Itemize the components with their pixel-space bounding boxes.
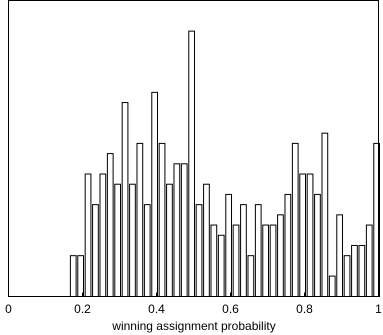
histogram-bar: [166, 183, 173, 297]
histogram-bar: [247, 255, 255, 297]
histogram-bar: [314, 193, 321, 297]
histogram-bar: [306, 173, 314, 297]
histogram-bar: [143, 204, 151, 297]
histogram-bar: [69, 255, 77, 297]
histogram-bar: [158, 142, 166, 297]
histogram-bar: [225, 193, 233, 297]
histogram-bar: [351, 244, 358, 297]
x-tick-label: 0.6: [222, 302, 239, 316]
histogram-bar: [173, 163, 181, 297]
histogram-bar: [121, 102, 129, 297]
histogram-bar: [321, 132, 329, 297]
histogram-bar: [92, 204, 99, 297]
histogram-bar: [195, 204, 203, 297]
histogram-bars: [69, 30, 381, 298]
histogram-bar: [77, 255, 85, 297]
x-axis-ticks: 0 0.2 0.4 0.6 0.8 1: [5, 292, 382, 316]
histogram-bar: [99, 173, 107, 297]
histogram-bar: [129, 183, 136, 297]
histogram-bar: [358, 244, 366, 297]
x-axis-label: winning assignment probability: [111, 319, 275, 333]
plot-frame: [8, 0, 379, 297]
histogram-bar: [232, 224, 240, 297]
histogram-bar: [106, 153, 114, 297]
histogram-bar: [365, 224, 373, 297]
histogram-bar: [188, 30, 196, 297]
histogram-bar: [336, 214, 344, 298]
histogram-bar: [203, 183, 210, 297]
histogram-bar: [254, 204, 262, 297]
x-tick-label: 0.8: [296, 302, 313, 316]
histogram-bar: [151, 91, 159, 297]
histogram-bar: [269, 224, 277, 297]
histogram-bar: [277, 214, 284, 298]
histogram-bar: [328, 275, 336, 298]
histogram-bar: [210, 224, 218, 297]
histogram-bar: [284, 193, 292, 297]
x-tick-label: 1: [375, 302, 382, 316]
histogram-bar: [262, 224, 270, 297]
histogram-bar: [217, 234, 225, 297]
histogram-bar: [84, 173, 92, 297]
histogram-bar: [240, 204, 247, 297]
histogram-bar: [291, 142, 299, 297]
histogram-bar: [299, 173, 307, 297]
x-tick-label: 0.4: [148, 302, 165, 316]
histogram-bar: [114, 183, 122, 297]
histogram-bar: [343, 255, 351, 297]
histogram-bar: [180, 163, 188, 297]
x-tick-label: 0.2: [74, 302, 91, 316]
x-tick-label: 0: [5, 302, 12, 316]
histogram-bar: [136, 142, 144, 297]
